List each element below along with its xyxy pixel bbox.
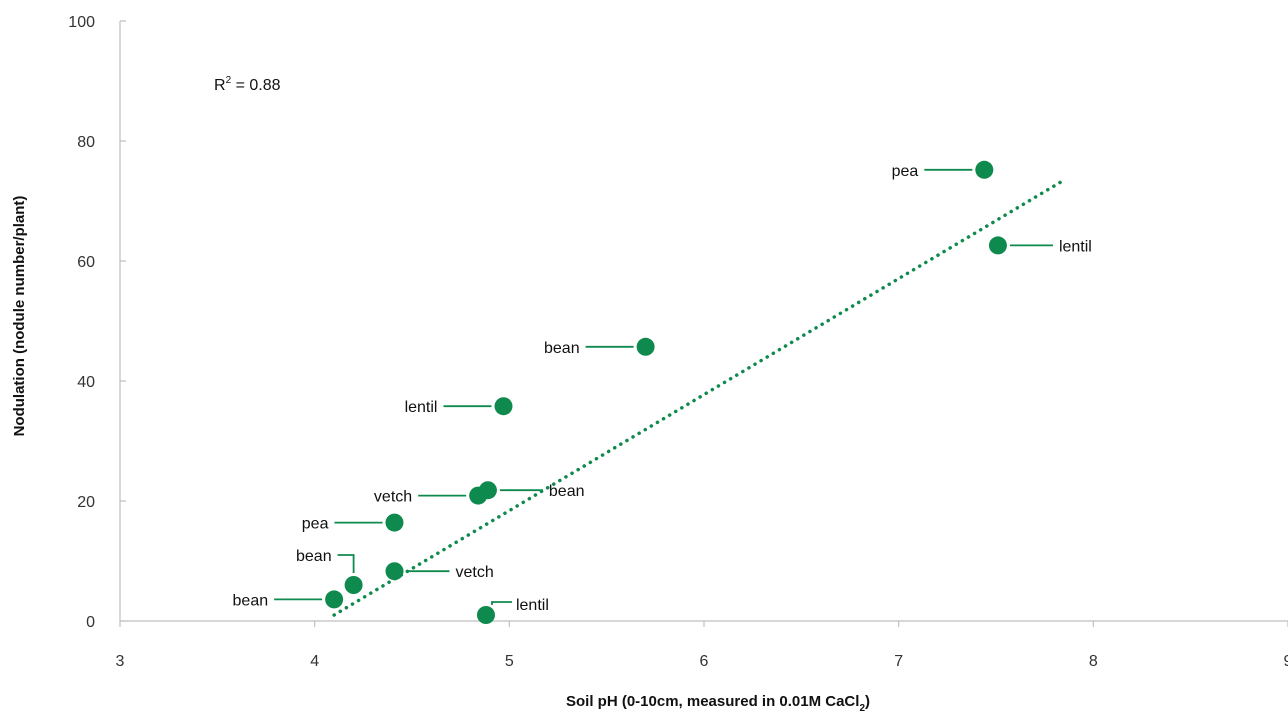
y-tick-label: 100 <box>68 14 95 31</box>
data-point <box>494 397 513 416</box>
x-axis-title: Soil pH (0-10cm, measured in 0.01M CaCl2… <box>566 693 870 714</box>
point-label: bean <box>296 548 332 565</box>
point-label: lentil <box>1059 238 1092 255</box>
x-axis-ticks: 3 4 5 6 7 8 9 <box>116 621 1288 670</box>
data-point <box>988 236 1007 255</box>
data-point <box>344 576 363 594</box>
data-point <box>325 590 344 609</box>
point-label: pea <box>302 516 329 533</box>
x-axis-title-main: Soil pH (0-10cm, measured in 0.01M CaCl <box>566 693 859 710</box>
r-squared-value: = 0.88 <box>231 77 280 94</box>
trendline-path <box>332 178 1066 617</box>
data-points <box>325 160 1007 624</box>
r-squared-superscript: 2 <box>226 75 232 86</box>
y-tick-label: 20 <box>77 494 95 511</box>
x-tick-label: 6 <box>700 653 709 670</box>
data-point <box>975 160 994 179</box>
point-label: vetch <box>374 489 412 506</box>
leader-line <box>491 601 512 605</box>
axes <box>119 21 1288 622</box>
data-point <box>469 486 488 505</box>
leader-line <box>337 554 355 573</box>
point-label: lentil <box>516 597 549 614</box>
r-squared-annotation: R2 = 0.88 <box>214 75 281 94</box>
x-axis-title-suffix: ) <box>865 693 870 710</box>
x-tick-label: 3 <box>116 653 125 670</box>
point-label: lentil <box>405 399 438 416</box>
x-tick-label: 5 <box>505 653 514 670</box>
y-tick-label: 0 <box>86 614 95 631</box>
x-tick-label: 8 <box>1089 653 1098 670</box>
y-tick-label: 40 <box>77 374 95 391</box>
point-labels: pea lentil bean lentil bean vetch pea bean vetch… <box>233 163 1092 614</box>
data-point <box>636 337 655 356</box>
data-point <box>476 606 495 624</box>
r-squared-label: R <box>214 77 226 94</box>
y-axis-ticks: 0 20 40 60 80 100 <box>68 14 126 631</box>
x-axis-title-subscript: 2 <box>859 703 865 714</box>
point-label: pea <box>892 163 919 180</box>
y-axis-title: Nodulation (nodule number/plant) <box>11 196 28 437</box>
y-tick-label: 60 <box>77 254 95 271</box>
point-label: bean <box>549 483 585 500</box>
x-tick-label: 7 <box>894 653 903 670</box>
x-tick-label: 4 <box>310 653 319 670</box>
trendline <box>332 178 1066 617</box>
point-label: bean <box>544 340 580 357</box>
x-tick-label: 9 <box>1284 653 1288 670</box>
point-label: vetch <box>455 564 493 581</box>
leader-lines <box>274 168 1053 605</box>
data-point <box>385 513 404 532</box>
data-point <box>385 562 404 581</box>
y-tick-label: 80 <box>77 134 95 151</box>
point-label: bean <box>233 592 269 609</box>
